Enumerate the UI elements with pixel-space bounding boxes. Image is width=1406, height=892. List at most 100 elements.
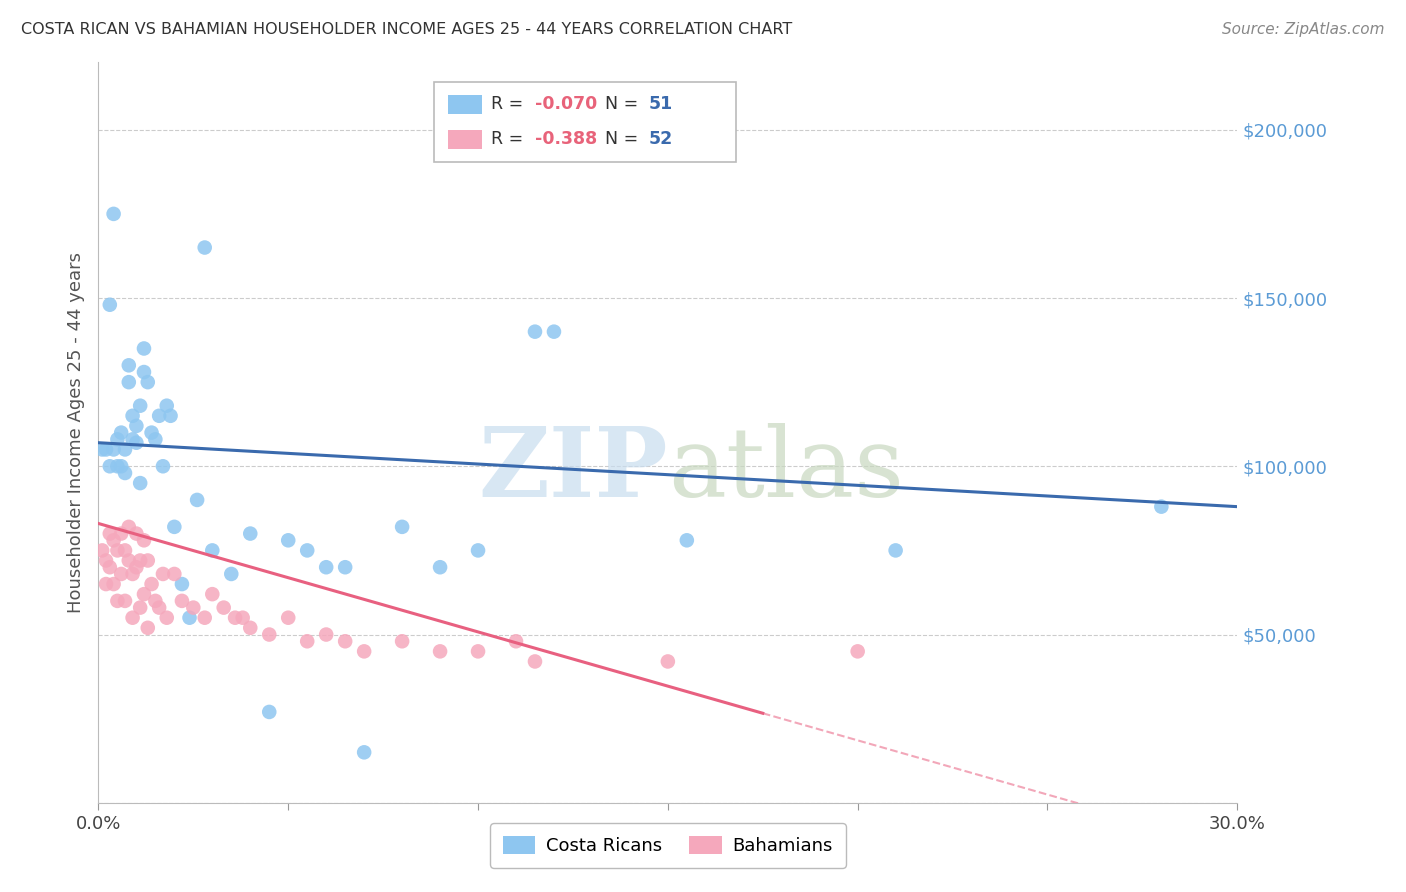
Point — [179, 610, 201, 624]
Point — [156, 399, 179, 413]
Point — [170, 594, 193, 608]
Point — [148, 409, 170, 423]
Point — [239, 621, 262, 635]
Point — [676, 533, 699, 548]
Point — [239, 526, 262, 541]
Point — [98, 459, 121, 474]
Point — [125, 435, 148, 450]
Point — [114, 466, 136, 480]
Point — [91, 442, 114, 457]
Point — [221, 566, 243, 581]
Point — [121, 433, 143, 447]
Point — [391, 634, 413, 648]
Point — [114, 594, 136, 608]
Point — [297, 543, 319, 558]
Text: R =: R = — [491, 130, 529, 148]
Point — [98, 298, 121, 312]
Text: N =: N = — [605, 95, 644, 113]
Point — [391, 520, 413, 534]
Point — [467, 543, 489, 558]
Point — [132, 533, 155, 548]
Text: N =: N = — [605, 130, 644, 148]
Point — [107, 459, 129, 474]
Point — [91, 543, 114, 558]
Point — [297, 634, 319, 648]
Point — [94, 577, 117, 591]
Point — [152, 566, 174, 581]
Point — [152, 459, 174, 474]
Point — [125, 560, 148, 574]
Point — [129, 399, 152, 413]
Point — [259, 705, 281, 719]
Point — [103, 207, 125, 221]
Point — [103, 442, 125, 457]
Text: -0.070: -0.070 — [534, 95, 598, 113]
Point — [429, 644, 451, 658]
Point — [543, 325, 565, 339]
Point — [145, 594, 167, 608]
Point — [335, 634, 357, 648]
Point — [129, 476, 152, 491]
Point — [277, 533, 299, 548]
Point — [94, 553, 117, 567]
Point — [107, 594, 129, 608]
Point — [110, 526, 132, 541]
Point — [107, 433, 129, 447]
Point — [277, 610, 299, 624]
FancyBboxPatch shape — [434, 82, 737, 162]
Point — [118, 553, 141, 567]
Point — [136, 375, 159, 389]
Point — [129, 553, 152, 567]
Point — [315, 560, 337, 574]
Point — [98, 560, 121, 574]
Point — [884, 543, 907, 558]
Point — [125, 418, 148, 433]
Text: -0.388: -0.388 — [534, 130, 598, 148]
Point — [98, 526, 121, 541]
Bar — [449, 130, 482, 149]
Bar — [449, 95, 482, 113]
Point — [110, 459, 132, 474]
Point — [315, 627, 337, 641]
Point — [224, 610, 246, 624]
Point — [136, 621, 159, 635]
Point — [114, 543, 136, 558]
Point — [186, 492, 208, 507]
Point — [194, 610, 217, 624]
Point — [194, 240, 217, 255]
Point — [136, 553, 159, 567]
Point — [110, 425, 132, 440]
Point — [201, 543, 224, 558]
Point — [156, 610, 179, 624]
Point — [163, 520, 186, 534]
Point — [103, 577, 125, 591]
Point — [125, 526, 148, 541]
Point — [107, 543, 129, 558]
Legend: Costa Ricans, Bahamians: Costa Ricans, Bahamians — [491, 823, 845, 868]
Text: atlas: atlas — [668, 423, 904, 516]
Point — [524, 655, 547, 669]
Text: Source: ZipAtlas.com: Source: ZipAtlas.com — [1222, 22, 1385, 37]
Point — [353, 745, 375, 759]
Point — [353, 644, 375, 658]
Point — [335, 560, 357, 574]
Point — [132, 342, 155, 356]
Point — [110, 566, 132, 581]
Point — [114, 442, 136, 457]
Point — [118, 375, 141, 389]
Point — [121, 566, 143, 581]
Point — [94, 442, 117, 457]
Text: R =: R = — [491, 95, 529, 113]
Point — [183, 600, 205, 615]
Point — [232, 610, 254, 624]
Point — [259, 627, 281, 641]
Point — [145, 433, 167, 447]
Y-axis label: Householder Income Ages 25 - 44 years: Householder Income Ages 25 - 44 years — [66, 252, 84, 613]
Text: ZIP: ZIP — [478, 423, 668, 516]
Point — [118, 520, 141, 534]
Point — [524, 325, 547, 339]
Point — [163, 566, 186, 581]
Text: COSTA RICAN VS BAHAMIAN HOUSEHOLDER INCOME AGES 25 - 44 YEARS CORRELATION CHART: COSTA RICAN VS BAHAMIAN HOUSEHOLDER INCO… — [21, 22, 793, 37]
Point — [159, 409, 181, 423]
Text: 52: 52 — [648, 130, 672, 148]
